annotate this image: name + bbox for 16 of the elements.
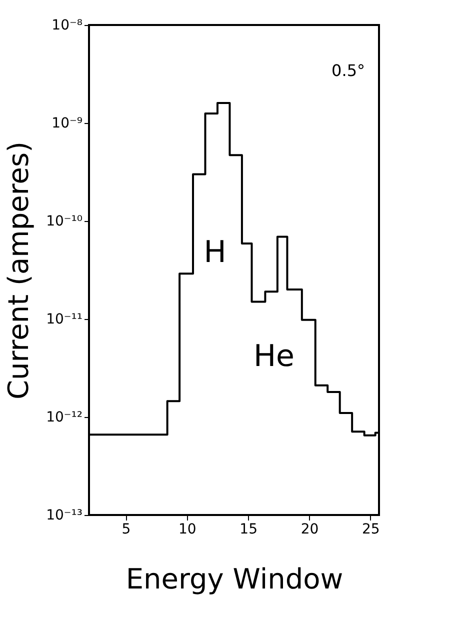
- x-tick-label: 10: [178, 522, 196, 538]
- x-axis-title: Energy Window: [126, 562, 344, 596]
- y-tick-label: 10⁻¹⁰: [46, 214, 83, 230]
- x-tick-label: 25: [362, 522, 380, 538]
- y-tick-label: 10⁻⁸: [52, 18, 83, 34]
- y-tick-label: 10⁻¹²: [46, 410, 82, 426]
- x-tick-label: 15: [240, 522, 258, 538]
- annotation: He: [253, 339, 295, 374]
- y-tick-label: 10⁻⁹: [52, 116, 83, 132]
- y-axis-title: Current (amperes): [2, 141, 36, 400]
- x-tick-label: 5: [122, 522, 131, 538]
- x-tick-label: 20: [300, 522, 319, 538]
- annotation: 0.5°: [332, 61, 365, 80]
- y-tick-label: 10⁻¹³: [46, 508, 82, 524]
- y-tick-label: 10⁻¹¹: [46, 312, 82, 328]
- annotation: H: [204, 235, 226, 270]
